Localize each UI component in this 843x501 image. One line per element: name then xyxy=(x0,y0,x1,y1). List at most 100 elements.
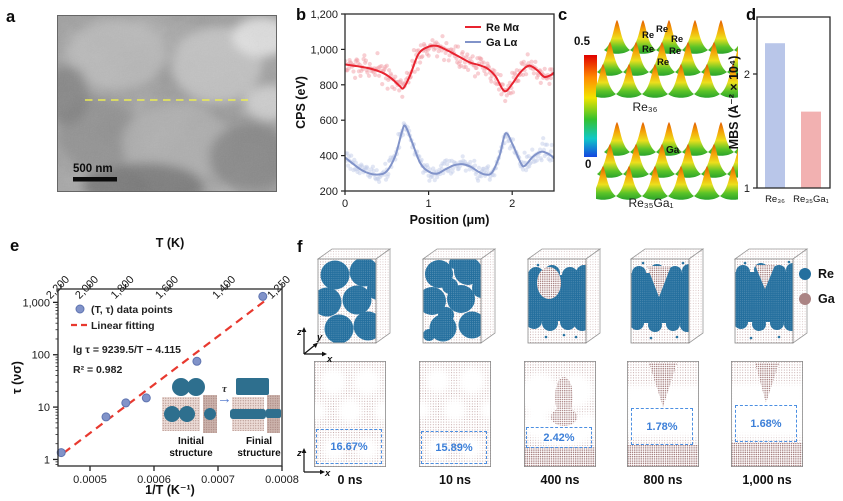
svg-text:400: 400 xyxy=(320,151,338,163)
ga-legend-label: Ga xyxy=(818,292,835,306)
re-atom-label: Re xyxy=(656,24,669,35)
surface-peak xyxy=(727,47,738,76)
e-equation: lg τ = 9239.5/T − 4.115 xyxy=(73,344,181,356)
re-atom-label: Re xyxy=(642,44,655,55)
surface-re35ga1: Ga xyxy=(596,118,738,206)
melt-fraction-box: 1.68% xyxy=(735,405,797,442)
svg-text:1: 1 xyxy=(744,183,750,195)
melt-fraction-box: 1.78% xyxy=(631,408,693,445)
initial-matrix-narrow xyxy=(203,395,217,433)
x-axis-label: x xyxy=(324,468,331,479)
md-snapshot-column: 1.78% 800 ns xyxy=(613,240,718,498)
re-atom-label: Re xyxy=(671,34,684,45)
transform-arrow-icon: → xyxy=(217,390,232,407)
md-3d-view xyxy=(629,248,705,344)
e-r-squared: R² = 0.982 xyxy=(73,364,122,376)
surface-re36-plot xyxy=(596,20,738,98)
md-2d-slice: 2.42% xyxy=(524,361,596,467)
svg-text:T (K): T (K) xyxy=(156,236,184,250)
re-atom-label: Re xyxy=(669,46,682,57)
legend-item-re: Re xyxy=(799,267,835,281)
surface-peak xyxy=(734,45,738,53)
svg-text:1,600: 1,600 xyxy=(153,274,181,302)
surface-peak xyxy=(668,166,694,200)
tau-label: τ xyxy=(222,383,227,395)
melt-fraction-box: 16.67% xyxy=(316,429,382,464)
time-label: 0 ns xyxy=(337,473,363,487)
svg-text:Position (μm): Position (μm) xyxy=(410,213,490,227)
svg-text:0.0007: 0.0007 xyxy=(201,474,235,486)
time-label: 800 ns xyxy=(643,473,683,487)
final-matrix-wide xyxy=(230,397,266,431)
legend-item-ga: Ga xyxy=(799,292,835,306)
initial-sphere-icon xyxy=(172,378,190,396)
b-line-1 xyxy=(345,124,554,176)
z-axis-label: z xyxy=(296,448,302,459)
svg-text:0: 0 xyxy=(342,198,348,210)
svg-text:Re Mα: Re Mα xyxy=(486,22,519,34)
melt-fraction-value: 1.78% xyxy=(646,420,678,433)
panel-b-label: b xyxy=(296,6,307,24)
surface-peak xyxy=(596,64,616,98)
x-axis-label: x xyxy=(326,354,333,364)
melt-fraction-box: 2.42% xyxy=(526,427,592,448)
colorbar-min-label: 0 xyxy=(585,159,592,171)
surface-peak xyxy=(720,64,738,98)
svg-text:τ (νσ): τ (νσ) xyxy=(10,361,24,394)
svg-text:2: 2 xyxy=(509,198,515,210)
md-3d-view xyxy=(421,248,497,344)
panel-e-label: e xyxy=(10,237,20,255)
d-bar-1 xyxy=(801,111,821,188)
svg-text:600: 600 xyxy=(320,115,338,127)
d-bar-0 xyxy=(765,43,785,188)
melt-fraction-value: 16.67% xyxy=(330,440,368,453)
md-snapshot-column: 1.68% 1,000 ns xyxy=(717,240,822,498)
surface-peak xyxy=(668,64,694,98)
surface-peak xyxy=(642,166,668,200)
initial-sphere-icon xyxy=(187,378,205,396)
svg-text:1,250: 1,250 xyxy=(265,274,293,302)
svg-text:MBS (Å⁻² × 10⁴): MBS (Å⁻² × 10⁴) xyxy=(728,56,741,150)
arrhenius-panel: 1 10 100 1,000 0.0005 0.0006 0.0007 0.0008 2,200… xyxy=(8,233,300,501)
y-axis-label: y xyxy=(316,332,323,343)
re-atom-label: Re xyxy=(642,30,655,41)
surface-peak xyxy=(596,166,616,200)
svg-text:1,000: 1,000 xyxy=(310,44,338,56)
surface-re35ga1-plot xyxy=(596,122,738,200)
final-slab-icon xyxy=(236,378,269,395)
scale-bar xyxy=(73,177,117,182)
surface-peak xyxy=(616,64,642,98)
svg-text:10: 10 xyxy=(38,402,50,414)
md-3d-view xyxy=(526,248,602,344)
colorbar-max-label: 0.5 xyxy=(574,36,590,48)
re-legend-label: Re xyxy=(818,267,834,281)
md-2d-slice: 1.78% xyxy=(627,361,699,467)
svg-text:Re₃₆: Re₃₆ xyxy=(765,194,785,205)
final-matrix-narrow xyxy=(266,395,281,433)
svg-text:1/T (K⁻¹): 1/T (K⁻¹) xyxy=(145,483,195,497)
initial-matrix-wide xyxy=(162,397,200,431)
f-legend: Re Ga xyxy=(799,267,835,317)
svg-text:200: 200 xyxy=(320,186,338,198)
e-legend: (T, τ) data points Linear fitting xyxy=(71,304,173,332)
colorbar xyxy=(584,55,597,157)
eds-line-scan-chart: 200 400 600 800 1,000 1,200 0 1 2 Re Mα Ga Lα Posit… xyxy=(294,9,555,227)
axes-triad-2d: z x xyxy=(296,448,331,479)
svg-text:0.0005: 0.0005 xyxy=(73,474,107,486)
svg-text:1,000: 1,000 xyxy=(22,297,50,309)
md-2d-slice: 15.89% xyxy=(419,361,491,467)
b-line-0 xyxy=(345,44,554,93)
surface-re36: Re Re Re Re Re Re xyxy=(596,16,738,104)
svg-text:1,400: 1,400 xyxy=(210,274,238,302)
svg-text:800: 800 xyxy=(320,80,338,92)
surface-re36-title: Re₃₆ xyxy=(632,100,658,114)
re-atom-label: Re xyxy=(657,57,670,68)
panel-c-label: c xyxy=(558,6,568,24)
svg-text:Linear fitting: Linear fitting xyxy=(91,320,155,332)
svg-text:(T, τ) data points: (T, τ) data points xyxy=(91,304,173,316)
surface-peak xyxy=(642,64,668,98)
final-structure-caption: Finial structure xyxy=(237,436,281,459)
svg-text:Re₃₅Ga₁: Re₃₅Ga₁ xyxy=(793,194,829,205)
panel-d-label: d xyxy=(746,6,757,24)
